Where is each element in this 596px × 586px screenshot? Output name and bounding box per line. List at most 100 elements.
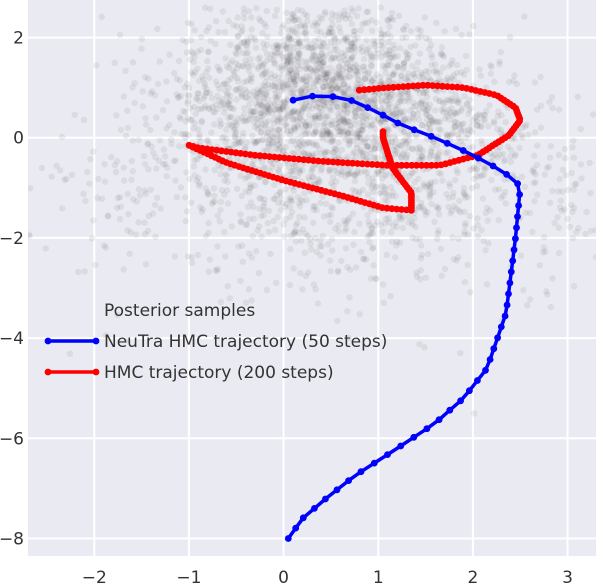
- posterior-sample-point: [176, 113, 183, 121]
- posterior-sample-point: [373, 19, 380, 26]
- posterior-sample-point: [317, 56, 324, 63]
- posterior-sample-point: [342, 119, 349, 126]
- posterior-sample-point: [286, 33, 293, 40]
- posterior-sample-point: [325, 131, 332, 139]
- posterior-sample-point: [152, 154, 159, 161]
- posterior-sample-point: [454, 131, 462, 138]
- posterior-sample-point: [149, 210, 157, 217]
- posterior-sample-point: [409, 110, 417, 117]
- posterior-sample-point: [316, 104, 324, 112]
- posterior-sample-point: [522, 209, 529, 216]
- posterior-sample-point: [245, 8, 253, 15]
- posterior-sample-point: [446, 96, 453, 104]
- posterior-sample-point: [307, 240, 314, 248]
- posterior-sample-point: [210, 185, 218, 192]
- posterior-sample-point: [273, 6, 280, 14]
- posterior-sample-point: [298, 144, 305, 151]
- neutra-trajectory-point: [506, 279, 514, 287]
- posterior-sample-point: [205, 219, 212, 227]
- posterior-sample-point: [330, 182, 337, 189]
- posterior-sample-point: [446, 180, 453, 187]
- posterior-sample-point: [214, 243, 221, 250]
- hmc-trajectory-point: [378, 161, 386, 169]
- posterior-sample-point: [334, 84, 341, 92]
- posterior-sample-point: [205, 229, 212, 236]
- posterior-sample-point: [224, 282, 231, 290]
- posterior-sample-point: [384, 61, 391, 68]
- hmc-trajectory-point: [434, 82, 441, 90]
- posterior-sample-point: [191, 27, 198, 34]
- posterior-sample-point: [315, 99, 323, 107]
- posterior-sample-point: [310, 51, 317, 58]
- posterior-sample-point: [191, 120, 198, 127]
- posterior-sample-point: [433, 69, 441, 77]
- posterior-sample-point: [367, 145, 375, 152]
- posterior-sample-point: [445, 106, 453, 114]
- posterior-sample-point: [291, 85, 299, 93]
- posterior-sample-point: [116, 31, 124, 39]
- posterior-sample-point: [354, 132, 361, 140]
- posterior-sample-point: [315, 99, 322, 107]
- posterior-sample-point: [185, 131, 192, 139]
- posterior-sample-point: [290, 167, 298, 174]
- posterior-sample-point: [256, 54, 264, 61]
- posterior-sample-point: [400, 128, 407, 136]
- posterior-sample-point: [288, 35, 295, 43]
- posterior-sample-point: [564, 215, 571, 223]
- posterior-sample-point: [231, 133, 238, 140]
- posterior-sample-point: [228, 104, 235, 112]
- posterior-sample-point: [217, 122, 224, 130]
- posterior-sample-point: [233, 119, 240, 126]
- posterior-sample-point: [204, 136, 211, 144]
- posterior-sample-point: [325, 28, 332, 36]
- posterior-sample-point: [315, 114, 322, 121]
- posterior-sample-point: [362, 95, 370, 102]
- posterior-sample-point: [291, 56, 298, 64]
- posterior-sample-point: [235, 33, 242, 40]
- posterior-sample-point: [241, 15, 248, 22]
- posterior-sample-point: [307, 56, 315, 63]
- posterior-sample-point: [205, 48, 212, 56]
- posterior-sample-point: [494, 125, 501, 133]
- posterior-sample-point: [289, 70, 296, 77]
- posterior-sample-point: [334, 70, 342, 78]
- posterior-sample-point: [270, 43, 277, 50]
- posterior-sample-point: [228, 122, 235, 129]
- posterior-sample-point: [456, 197, 463, 205]
- posterior-sample-point: [403, 140, 410, 147]
- posterior-sample-point: [416, 73, 423, 80]
- posterior-sample-point: [376, 26, 384, 33]
- posterior-sample-point: [264, 130, 271, 137]
- posterior-sample-point: [327, 138, 334, 145]
- posterior-sample-point: [474, 122, 481, 130]
- posterior-sample-point: [364, 8, 372, 15]
- posterior-sample-point: [372, 42, 379, 49]
- posterior-sample-point: [278, 105, 285, 112]
- posterior-sample-point: [289, 137, 297, 144]
- posterior-sample-point: [202, 102, 209, 110]
- posterior-sample-point: [374, 167, 381, 175]
- posterior-sample-point: [270, 160, 278, 168]
- posterior-sample-point: [124, 124, 132, 132]
- posterior-sample-point: [207, 37, 214, 44]
- posterior-sample-point: [419, 156, 426, 163]
- posterior-sample-point: [455, 99, 462, 106]
- posterior-sample-point: [275, 84, 282, 92]
- posterior-sample-point: [265, 228, 273, 236]
- posterior-sample-point: [480, 171, 487, 178]
- posterior-sample-point: [242, 299, 250, 306]
- posterior-sample-point: [218, 102, 225, 109]
- posterior-sample-point: [168, 140, 175, 147]
- posterior-sample-point: [223, 172, 230, 180]
- posterior-sample-point: [354, 105, 361, 112]
- posterior-sample-point: [248, 33, 255, 41]
- posterior-sample-point: [238, 114, 246, 122]
- posterior-sample-point: [458, 104, 466, 112]
- posterior-sample-point: [297, 38, 304, 45]
- posterior-sample-point: [446, 109, 454, 117]
- posterior-sample-point: [301, 11, 308, 18]
- hmc-trajectory-point: [395, 83, 402, 91]
- posterior-sample-point: [351, 148, 358, 155]
- posterior-sample-point: [262, 119, 269, 126]
- posterior-sample-point: [480, 116, 487, 123]
